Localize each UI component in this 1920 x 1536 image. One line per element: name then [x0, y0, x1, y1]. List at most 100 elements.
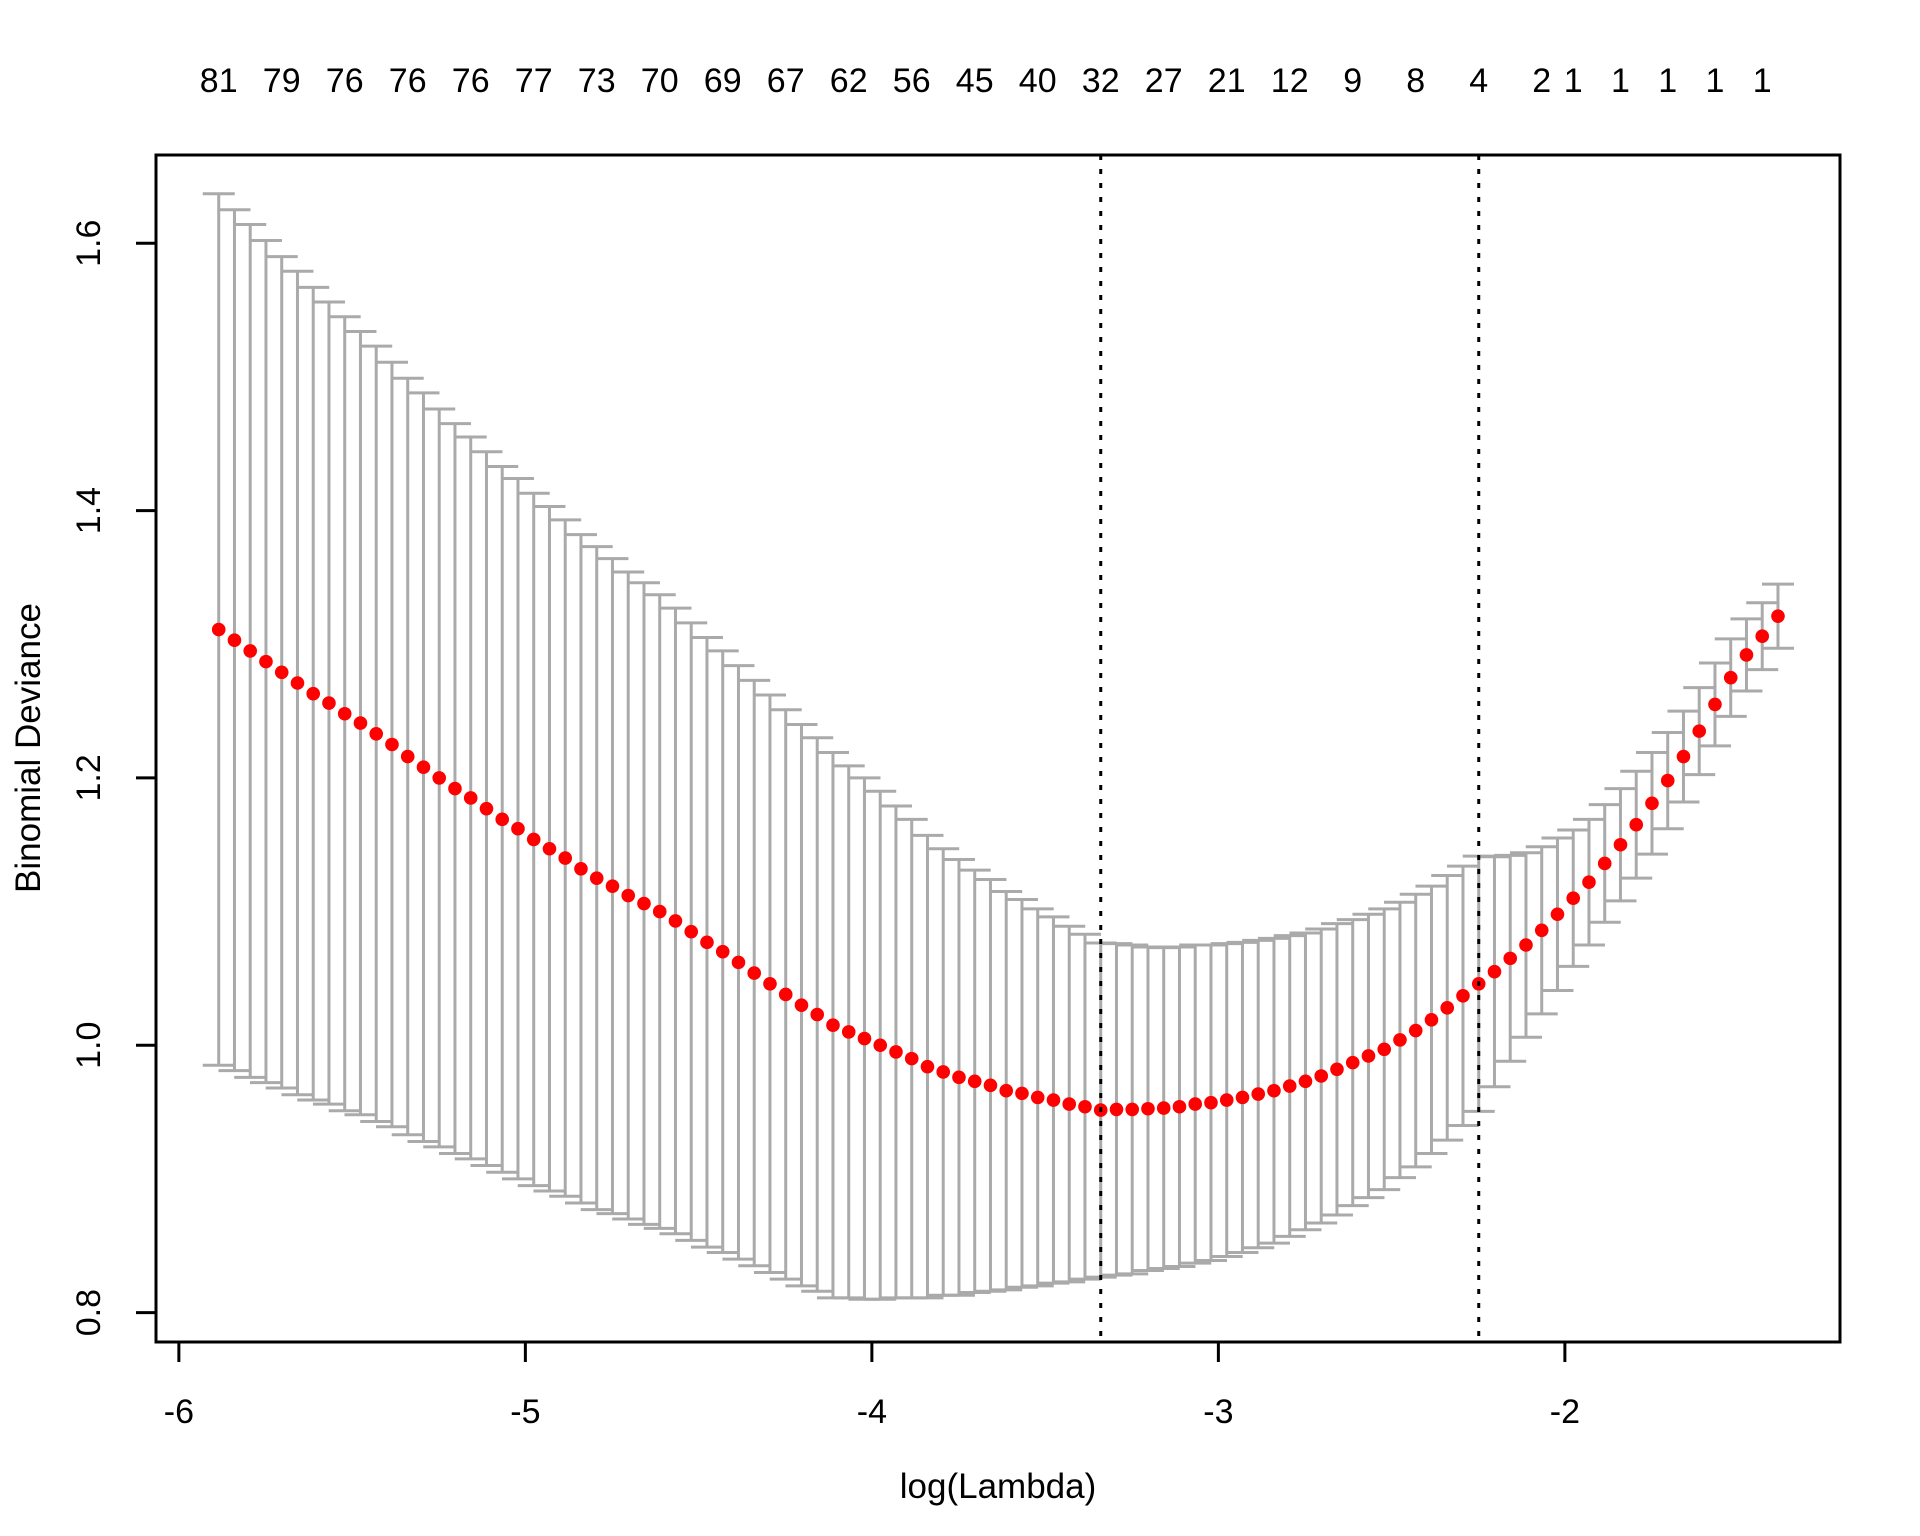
cv-mean-point — [920, 1059, 935, 1074]
cv-mean-point — [652, 904, 667, 919]
y-tick-label: 0.8 — [70, 1289, 108, 1336]
cv-mean-point — [1676, 749, 1691, 764]
cv-mean-point — [621, 888, 636, 903]
cv-mean-point — [1692, 724, 1707, 738]
cv-mean-point — [1550, 907, 1565, 922]
cv-mean-point — [826, 1018, 840, 1032]
top-axis-labels-group: 81 79 76 76 76 77 73 70 69 67 62 56 45 40 32 27 21 12 9 8 4 2… — [200, 62, 1772, 100]
cv-mean-point — [290, 676, 305, 690]
x-tick-label: -5 — [510, 1393, 540, 1431]
x-tick-label: -4 — [857, 1393, 887, 1431]
cv-mean-point — [511, 821, 525, 836]
cv-mean-point — [353, 716, 368, 730]
x-axis-ticks-group: -6 -5 -4 -3 -2 — [164, 1342, 1580, 1431]
cv-mean-point — [637, 896, 651, 911]
cv-mean-point — [574, 862, 588, 876]
cv-mean-point — [1597, 856, 1612, 871]
cv-mean-point — [1613, 837, 1628, 852]
cv-mean-point — [400, 749, 415, 764]
nonzero-count-label: 4 — [1469, 62, 1488, 100]
cv-mean-point — [322, 696, 336, 710]
nonzero-count-label: 1 — [1564, 62, 1583, 100]
cv-mean-point — [448, 781, 462, 796]
cv-mean-point — [999, 1083, 1014, 1098]
cv-mean-point — [605, 879, 620, 893]
nonzero-count-label: 69 — [704, 62, 742, 100]
nonzero-count-label: 40 — [1019, 62, 1057, 100]
nonzero-count-label: 1 — [1753, 62, 1772, 100]
nonzero-count-label: 32 — [1082, 62, 1120, 100]
cv-mean-point — [1393, 1033, 1407, 1047]
nonzero-count-label: 1 — [1706, 62, 1725, 100]
x-axis-title: log(Lambda) — [900, 1467, 1097, 1506]
cv-mean-point — [1566, 891, 1581, 906]
nonzero-count-label: 67 — [767, 62, 805, 100]
cv-mean-points-group — [211, 609, 1785, 1117]
cv-mean-point — [495, 812, 510, 827]
cv-mean-point — [1440, 1001, 1455, 1015]
nonzero-count-label: 2 — [1532, 62, 1551, 100]
nonzero-count-label: 1 — [1658, 62, 1677, 100]
cv-mean-point — [243, 644, 258, 658]
cv-mean-point — [1267, 1083, 1281, 1098]
cv-mean-point — [983, 1078, 998, 1093]
cv-mean-point — [1361, 1049, 1376, 1063]
cv-mean-point — [1424, 1013, 1439, 1027]
cv-mean-point — [306, 686, 321, 701]
cv-mean-point — [259, 654, 273, 669]
cv-mean-point — [857, 1031, 872, 1046]
nonzero-count-label: 76 — [389, 62, 427, 100]
nonzero-count-label: 76 — [452, 62, 490, 100]
nonzero-count-label: 81 — [200, 62, 238, 100]
y-tick-label: 1.4 — [70, 487, 108, 534]
cv-mean-point — [1125, 1102, 1140, 1117]
y-axis-ticks-group: 0.8 1.0 1.2 1.4 1.6 — [70, 220, 156, 1336]
cv-mean-point — [1109, 1102, 1124, 1117]
cv-mean-point — [1282, 1079, 1297, 1093]
cv-mean-point — [558, 851, 573, 865]
cv-mean-point — [1030, 1090, 1045, 1105]
cv-mean-point — [1519, 938, 1533, 952]
cv-mean-point — [227, 633, 242, 648]
cv-mean-point — [1204, 1095, 1218, 1110]
x-tick-label: -6 — [164, 1393, 194, 1431]
cv-mean-point — [1046, 1093, 1061, 1107]
cv-mean-point — [1771, 609, 1785, 623]
cv-mean-point — [479, 801, 494, 816]
nonzero-count-label: 12 — [1271, 62, 1309, 100]
cv-mean-point — [369, 726, 384, 741]
cv-mean-point — [763, 976, 777, 991]
cv-mean-point — [841, 1025, 856, 1039]
cv-mean-point — [1298, 1074, 1313, 1089]
cv-mean-point — [1314, 1069, 1329, 1083]
cv-mean-point — [385, 737, 399, 752]
cv-mean-point — [1188, 1097, 1203, 1111]
cv-mean-point — [1062, 1097, 1077, 1111]
nonzero-count-label: 27 — [1145, 62, 1183, 100]
cv-mean-point — [1723, 670, 1738, 685]
cv-mean-point — [1408, 1023, 1423, 1038]
cv-mean-point — [794, 998, 809, 1012]
nonzero-count-label: 21 — [1208, 62, 1246, 100]
y-axis-title: Binomial Deviance — [9, 603, 48, 893]
error-bars-group — [202, 192, 1794, 1301]
cv-mean-point — [1141, 1101, 1155, 1116]
cv-mean-point — [684, 924, 699, 939]
cv-mean-point — [700, 935, 714, 950]
cv-mean-point — [1235, 1090, 1250, 1105]
cv-mean-point — [1251, 1087, 1266, 1101]
cv-mean-point — [589, 871, 604, 885]
cv-mean-point — [416, 760, 431, 775]
cv-mean-point — [526, 832, 541, 847]
y-tick-label: 1.2 — [70, 754, 108, 801]
cv-mean-point — [1503, 951, 1518, 966]
vertical-dotted-lines-group — [1099, 155, 1481, 1342]
nonzero-count-label: 62 — [830, 62, 868, 100]
cv-mean-point — [747, 966, 762, 980]
nonzero-count-label: 9 — [1343, 62, 1362, 100]
cv-mean-point — [1645, 796, 1659, 811]
cv-mean-point — [1755, 629, 1770, 644]
cv-mean-point — [731, 955, 746, 970]
cv-mean-point — [337, 706, 352, 721]
